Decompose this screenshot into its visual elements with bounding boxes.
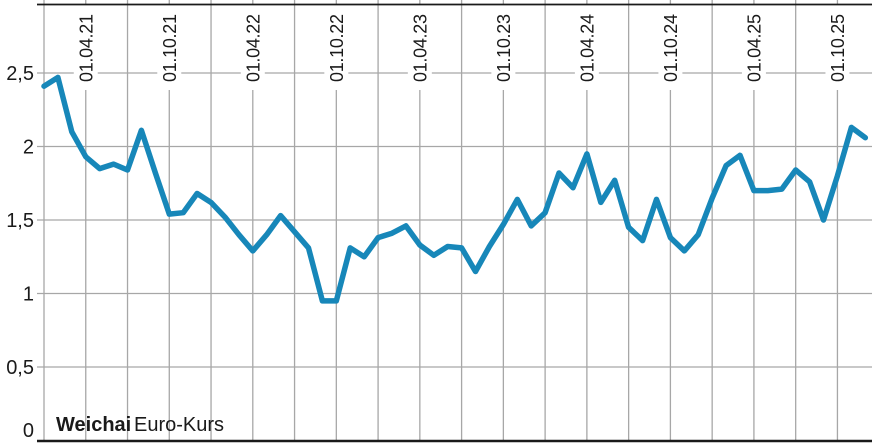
axis-label-layer: 0 0,5 1 1,5 2 2,5 01.04.21 01.10.21 01.04.22 01.1… (6, 4, 850, 442)
x-tick-label: 01.04.24 (577, 14, 597, 82)
x-tick-label: 01.10.25 (828, 14, 848, 82)
x-tick-label: 01.04.23 (410, 14, 430, 82)
x-label-mask (157, 4, 182, 90)
x-tick-label: 01.10.21 (160, 14, 180, 82)
x-label-mask (574, 4, 599, 90)
x-tick-label: 01.10.23 (494, 14, 514, 82)
series-layer (41, 74, 869, 304)
y-tick-label: 2 (23, 137, 34, 159)
y-tick-label: 2,5 (6, 63, 34, 85)
x-label-mask (658, 4, 683, 90)
x-label-mask (324, 4, 349, 90)
y-tick-label: 1 (23, 284, 34, 306)
x-tick-label: 01.10.22 (327, 14, 347, 82)
x-label-mask (825, 4, 850, 90)
x-tick-label: 01.04.25 (744, 14, 764, 82)
y-tick-label: 0 (23, 420, 34, 442)
y-tick-label: 0,5 (6, 357, 34, 379)
x-label-mask (73, 4, 98, 90)
x-tick-label: 01.04.21 (76, 14, 96, 82)
x-label-mask (407, 4, 432, 90)
x-label-mask (240, 4, 265, 90)
price-line (41, 74, 869, 304)
x-tick-label: 01.04.22 (243, 14, 263, 82)
x-tick-label: 01.10.24 (661, 14, 681, 82)
y-tick-label: 1,5 (6, 210, 34, 232)
legend-series-label: Euro-Kurs (134, 414, 224, 436)
legend-brand: Weichai (56, 414, 131, 436)
x-label-mask (741, 4, 766, 90)
border-layer (37, 3, 872, 443)
chart-legend: Weichai Euro-Kurs (56, 414, 224, 436)
x-label-mask (491, 4, 516, 90)
